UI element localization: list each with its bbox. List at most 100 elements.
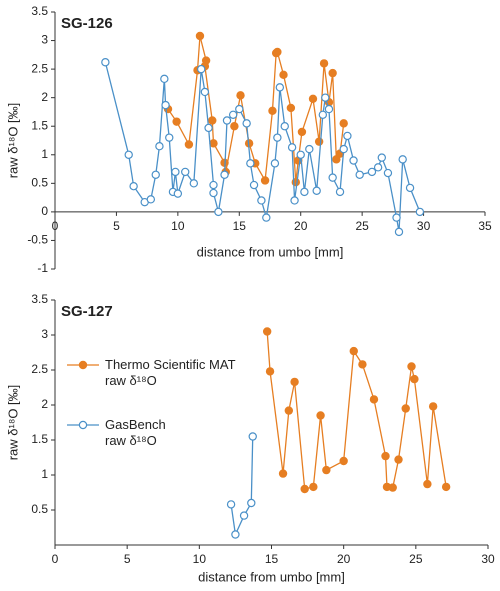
x-tick-label: 35 (478, 219, 492, 233)
data-point (173, 189, 183, 198)
data-point (394, 455, 403, 464)
data-point (297, 127, 307, 137)
data-point (300, 187, 309, 197)
data-point (214, 207, 223, 217)
data-point (280, 122, 289, 131)
data-point (423, 479, 432, 489)
data-point (401, 404, 410, 413)
data-point (165, 133, 174, 142)
y-tick-label: 2 (41, 397, 48, 411)
data-point (181, 167, 190, 177)
data-point (300, 484, 309, 494)
data-point (208, 116, 217, 125)
series-line (266, 331, 447, 490)
legend-marker (78, 360, 88, 370)
data-point (275, 83, 285, 92)
x-tick-label: 20 (294, 219, 308, 233)
data-point (129, 181, 138, 191)
x-tick-label: 30 (481, 552, 495, 566)
data-point (265, 367, 275, 376)
data-point (319, 59, 329, 68)
data-point (392, 213, 401, 222)
series-line (104, 62, 421, 232)
data-point (358, 360, 367, 369)
data-point (309, 482, 318, 492)
data-point (231, 530, 240, 539)
data-point (222, 116, 232, 125)
data-point (184, 140, 194, 149)
y-tick-label: 0.5 (31, 502, 48, 516)
data-point (273, 133, 282, 142)
x-tick-label: 30 (417, 219, 431, 233)
data-point (230, 122, 239, 131)
data-point (246, 159, 255, 168)
x-tick-label: 20 (337, 552, 351, 566)
x-tick-label: 5 (113, 219, 120, 233)
data-point (316, 411, 325, 420)
data-point (394, 227, 404, 237)
chart-title: SG-126 (61, 15, 113, 32)
data-point (204, 123, 213, 133)
data-point (146, 195, 156, 204)
legend-label: GasBench raw δ¹⁸O (105, 417, 166, 448)
data-point (305, 144, 314, 154)
y-axis-label: raw δ¹⁸O [‰] (5, 385, 20, 461)
data-point (339, 456, 348, 466)
data-point (209, 139, 218, 148)
data-point (369, 395, 379, 404)
data-point (324, 104, 334, 114)
data-point (161, 100, 170, 110)
data-point (172, 117, 181, 126)
y-tick-label: -0.5 (27, 233, 48, 247)
x-tick-label: 25 (355, 219, 369, 233)
y-axis-label: raw δ¹⁸O [‰] (5, 103, 20, 179)
series-line (230, 436, 254, 537)
y-tick-label: 3 (41, 33, 48, 47)
data-point (151, 170, 160, 179)
y-tick-label: 2.5 (31, 61, 48, 75)
data-point (155, 142, 164, 151)
data-point (335, 187, 345, 197)
y-tick-label: 3 (41, 327, 48, 341)
y-tick-label: 3.5 (31, 292, 48, 306)
data-point (398, 155, 407, 164)
y-tick-label: 3.5 (31, 4, 48, 18)
data-point (249, 180, 259, 190)
data-point (209, 188, 218, 198)
data-point (383, 168, 393, 178)
y-tick-label: 0.5 (31, 176, 48, 190)
data-point (278, 469, 288, 478)
data-point (312, 186, 321, 195)
y-tick-label: 1 (41, 467, 48, 481)
data-point (262, 327, 272, 336)
x-tick-label: 25 (409, 552, 423, 566)
data-point (296, 150, 305, 159)
data-point (339, 144, 348, 154)
data-point (441, 482, 451, 492)
data-point (286, 103, 296, 113)
data-point (200, 87, 210, 97)
y-tick-label: 1 (41, 147, 48, 161)
data-point (236, 91, 245, 100)
data-point (373, 163, 383, 172)
x-tick-label: 5 (124, 552, 131, 566)
data-point (349, 346, 358, 356)
data-point (405, 183, 415, 193)
data-point (171, 167, 180, 177)
data-point (248, 432, 257, 441)
data-point (332, 155, 341, 164)
data-point (328, 68, 337, 78)
y-tick-label: 2.5 (31, 362, 48, 376)
data-point (367, 167, 377, 177)
data-point (328, 173, 337, 182)
data-point (196, 64, 206, 74)
data-point (287, 143, 297, 152)
data-point (290, 196, 299, 205)
y-tick-label: 2 (41, 90, 48, 104)
x-tick-label: 15 (265, 552, 279, 566)
data-point (239, 511, 249, 520)
legend-marker (78, 420, 88, 430)
data-point (279, 70, 288, 80)
